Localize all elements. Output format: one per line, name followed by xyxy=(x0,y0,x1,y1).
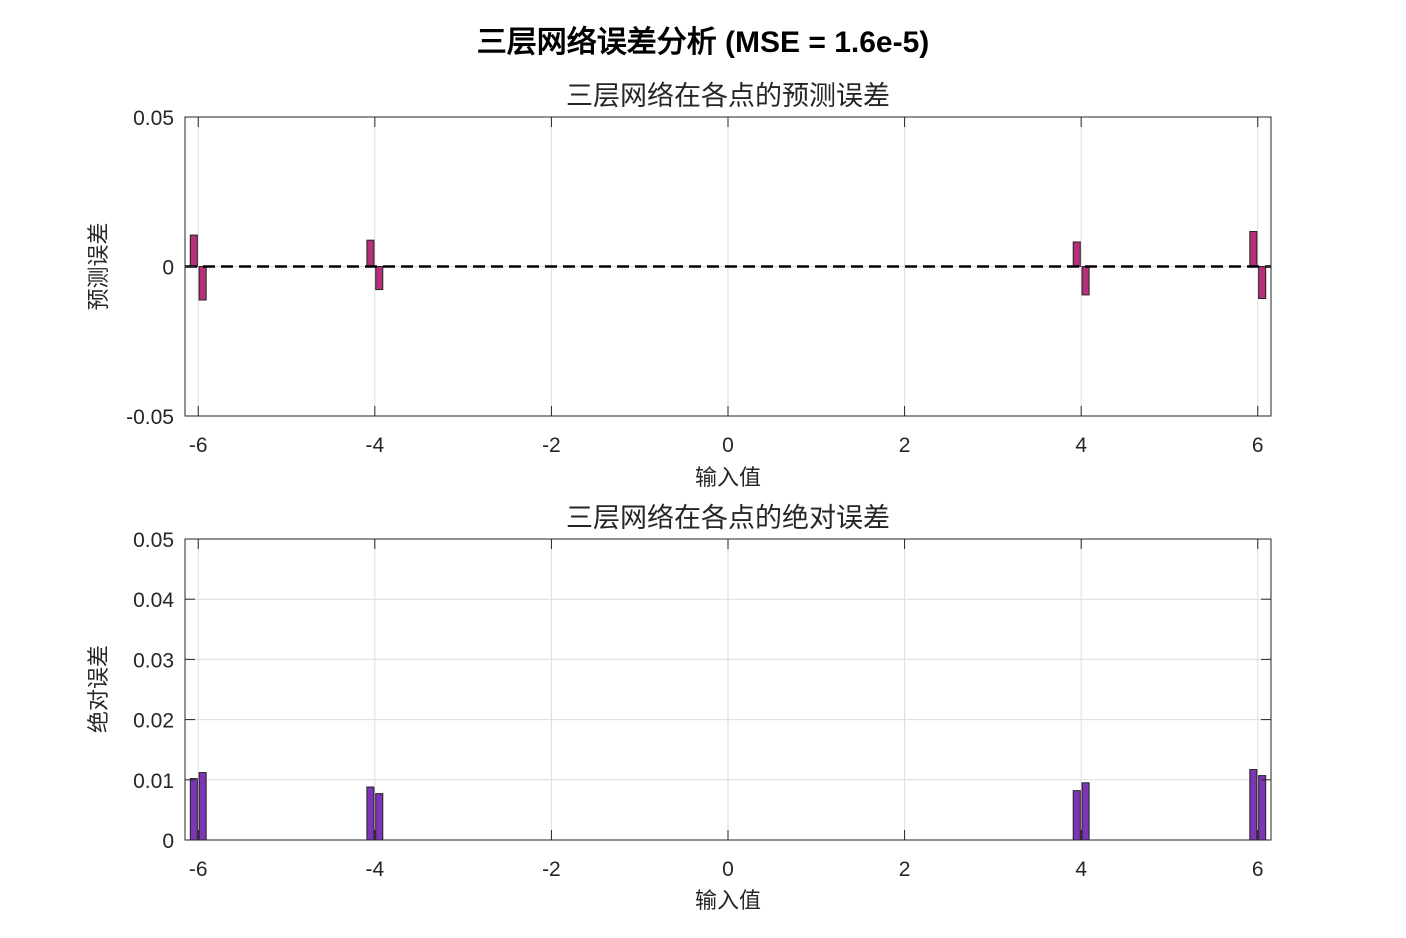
error-bar xyxy=(1081,266,1090,296)
absolute-error-xlabel: 输入值 xyxy=(695,888,761,913)
x-tick-label: -6 xyxy=(189,434,208,457)
y-tick-label: 0.05 xyxy=(133,529,174,552)
absolute-error-title: 三层网络在各点的绝对误差 xyxy=(566,503,890,533)
error-bar xyxy=(366,786,375,841)
x-tick-label: -4 xyxy=(365,858,384,881)
y-tick-label: 0.02 xyxy=(133,710,174,733)
error-bar xyxy=(1081,782,1090,841)
x-tick-label: 4 xyxy=(1075,434,1087,457)
x-tick-label: 6 xyxy=(1252,434,1264,457)
error-bar xyxy=(189,778,198,841)
x-tick-label: 4 xyxy=(1075,858,1087,881)
y-tick-label: 0 xyxy=(162,257,174,280)
error-bar xyxy=(1249,769,1258,841)
y-tick-label: 0.05 xyxy=(133,107,174,130)
error-bar xyxy=(1072,241,1081,267)
absolute-error-axes: 三层网络在各点的绝对误差 -6 -4 -2 0 2 4 6 0 0.01 0.02 0.03 0.04… xyxy=(86,503,1272,913)
error-bar xyxy=(366,239,375,268)
prediction-error-axes: 三层网络在各点的预测误差 -6 -4 -2 0 2 4 6 -0.05 0 0.05 输入值 预测… xyxy=(86,81,1272,490)
error-bar xyxy=(198,772,207,841)
error-bar xyxy=(189,234,198,267)
x-tick-label: -2 xyxy=(542,434,561,457)
x-tick-label: -4 xyxy=(365,434,384,457)
x-tick-label: 0 xyxy=(722,858,734,881)
prediction-error-xlabel: 输入值 xyxy=(695,465,761,490)
x-tick-label: -6 xyxy=(189,858,208,881)
error-bar xyxy=(1258,266,1267,299)
x-tick-label: 2 xyxy=(899,858,911,881)
x-tick-label: 2 xyxy=(899,434,911,457)
figure-title: 三层网络误差分析 (MSE = 1.6e-5) xyxy=(477,25,930,59)
absolute-error-ylabel: 绝对误差 xyxy=(86,645,111,733)
y-tick-label: 0 xyxy=(162,830,174,853)
error-bar xyxy=(375,793,384,841)
prediction-error-title: 三层网络在各点的预测误差 xyxy=(566,81,890,111)
prediction-error-ylabel: 预测误差 xyxy=(86,222,111,310)
error-bar xyxy=(1258,775,1267,841)
x-tick-label: -2 xyxy=(542,858,561,881)
error-bar xyxy=(198,266,207,301)
prediction-error-bars xyxy=(189,231,1267,301)
error-bar xyxy=(375,266,384,291)
x-tick-label: 0 xyxy=(722,434,734,457)
x-tick-label: 6 xyxy=(1252,858,1264,881)
y-tick-label: -0.05 xyxy=(126,406,174,429)
y-tick-label: 0.03 xyxy=(133,649,174,672)
prediction-error-ticks: -6 -4 -2 0 2 4 6 -0.05 0 0.05 xyxy=(126,107,1271,457)
absolute-error-ticks: -6 -4 -2 0 2 4 6 0 0.01 0.02 0.03 0.04 0.05 xyxy=(133,529,1271,881)
error-bar xyxy=(1249,231,1258,267)
error-bar xyxy=(1072,790,1081,841)
y-tick-label: 0.01 xyxy=(133,770,174,793)
y-tick-label: 0.04 xyxy=(133,589,174,612)
